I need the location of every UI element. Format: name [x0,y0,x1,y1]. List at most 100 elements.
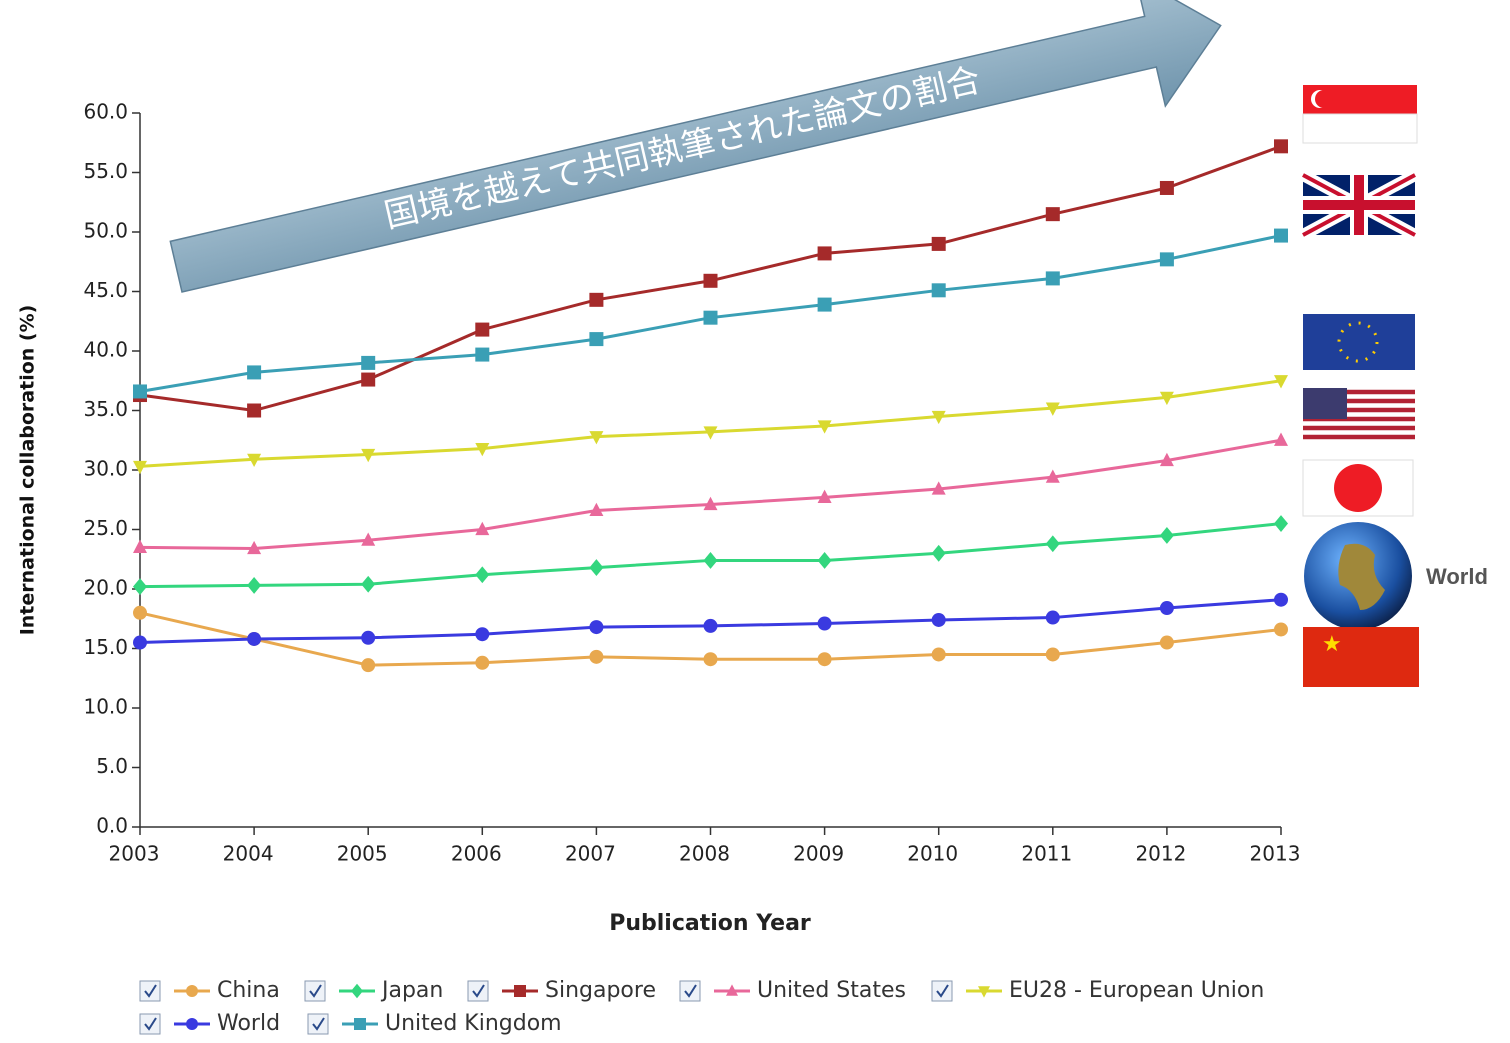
legend-label: World [217,1011,280,1036]
point [475,322,490,337]
point [931,612,946,627]
point [1159,391,1174,406]
point [1274,515,1288,532]
flag-china: ★ [1303,627,1419,687]
legend-checkbox[interactable] [139,1013,161,1035]
point [589,502,604,517]
y-tick-label: 5.0 [96,754,128,778]
legend-marker [514,985,526,997]
legend-checkbox[interactable] [931,980,953,1002]
point [931,647,946,662]
point [589,649,604,664]
point [361,658,376,673]
point [361,448,376,463]
point [247,453,262,467]
point [133,460,147,475]
point [475,627,490,642]
point [1159,635,1174,650]
y-tick-label: 20.0 [83,576,128,600]
point [931,410,946,425]
x-tick-label: 2011 [1021,842,1072,866]
legend-item[interactable]: World [139,1011,280,1036]
legend-item[interactable]: Japan [304,978,443,1003]
point [817,420,832,434]
point [247,365,262,380]
point [931,236,946,251]
legend-item[interactable]: United Kingdom [307,1011,562,1036]
point [475,347,490,362]
legend-item[interactable]: EU28 - European Union [931,978,1264,1003]
point [589,332,604,347]
point [817,552,832,569]
legend-checkbox[interactable] [304,980,326,1002]
flag-singapore [1302,85,1418,144]
point [1045,535,1060,553]
point [1274,592,1288,607]
flag-eu [1303,314,1415,370]
point [133,605,147,620]
point [475,521,490,536]
point [703,618,718,633]
flag-us [1303,388,1415,446]
flag-japan [1302,459,1414,517]
legend-checkbox[interactable] [139,980,161,1002]
x-tick-label: 2005 [337,842,388,866]
legend-label: Japan [380,978,443,1003]
legend-check [684,984,697,998]
point [589,620,604,635]
point [247,540,262,555]
point [931,283,946,298]
point [703,426,718,440]
y-tick-label: 50.0 [83,219,128,243]
legend-item[interactable]: Singapore [467,978,656,1003]
point [589,431,604,445]
x-tick-label: 2006 [451,842,502,866]
point [1045,647,1060,662]
point [475,566,490,584]
point [361,355,376,370]
legend-check [312,1017,325,1031]
legend-checkbox[interactable] [467,980,489,1002]
point [1045,271,1060,286]
point [133,578,147,596]
y-tick-label: 35.0 [83,397,128,421]
point [817,652,832,667]
y-tick-label: 25.0 [83,516,128,540]
legend-check [144,1017,157,1031]
point [247,577,262,594]
legend-check [144,984,157,998]
legend-item[interactable]: China [139,978,280,1003]
y-tick-label: 45.0 [83,278,128,302]
y-tick-label: 15.0 [83,635,128,659]
point [1274,622,1288,637]
legend-checkbox[interactable] [307,1013,329,1035]
point [703,552,718,569]
legend-marker [726,984,738,996]
x-tick-label: 2007 [565,842,616,866]
x-tick-label: 2003 [109,842,160,866]
point [817,616,832,631]
point [247,403,262,418]
point [1159,252,1174,267]
point [817,489,832,503]
point [1045,207,1060,222]
legend-check [472,984,485,998]
legend-item[interactable]: United States [679,978,906,1003]
point [703,310,718,325]
y-tick-label: 40.0 [83,338,128,362]
legend-check [309,984,322,998]
legend-label: United Kingdom [385,1011,562,1036]
legend-label: Singapore [545,978,656,1003]
point [1159,452,1174,467]
legend-marker [351,983,363,999]
point [1045,610,1060,625]
legend-marker [186,1018,198,1030]
y-tick-label: 30.0 [83,457,128,481]
legend-checkbox[interactable] [679,980,701,1002]
point [589,292,604,307]
legend-label: China [217,978,280,1003]
globe [1304,522,1412,630]
point [1274,432,1288,446]
point [703,652,718,667]
